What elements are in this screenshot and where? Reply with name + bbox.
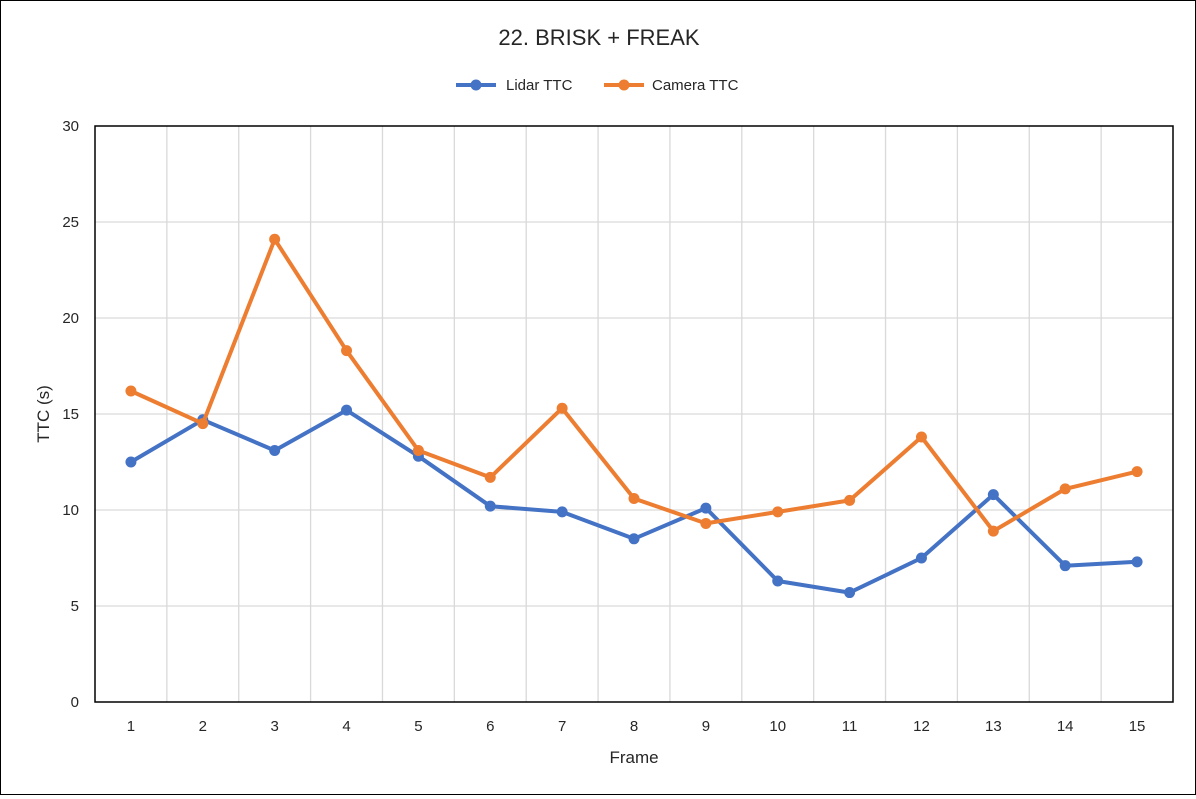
data-point bbox=[772, 506, 784, 518]
series-lidar-ttc bbox=[125, 404, 1143, 599]
x-tick-label: 9 bbox=[702, 718, 710, 735]
y-tick-label: 25 bbox=[62, 214, 79, 231]
x-tick-label: 7 bbox=[558, 718, 566, 735]
data-point bbox=[197, 418, 209, 430]
x-tick-label: 14 bbox=[1057, 718, 1074, 735]
data-point bbox=[269, 444, 281, 456]
legend-label: Lidar TTC bbox=[506, 77, 573, 94]
series-camera-ttc bbox=[125, 233, 1143, 537]
data-point bbox=[556, 402, 568, 414]
x-axis-ticks: 1 2 3 4 5 6 7 8 9 10 11 12 13 14 15 bbox=[127, 718, 1146, 735]
y-axis-ticks: 0 5 10 15 20 25 30 bbox=[62, 118, 79, 711]
x-tick-label: 13 bbox=[985, 718, 1002, 735]
y-tick-label: 10 bbox=[62, 502, 79, 519]
y-tick-label: 5 bbox=[71, 598, 79, 615]
legend-label: Camera TTC bbox=[652, 77, 739, 94]
y-axis-label: TTC (s) bbox=[34, 385, 53, 443]
x-tick-label: 12 bbox=[913, 718, 930, 735]
data-point bbox=[125, 456, 137, 468]
y-tick-label: 15 bbox=[62, 406, 79, 423]
data-point bbox=[484, 471, 496, 483]
x-tick-label: 2 bbox=[199, 718, 207, 735]
data-point bbox=[125, 385, 137, 397]
series-line bbox=[128, 237, 1140, 534]
x-tick-label: 6 bbox=[486, 718, 494, 735]
x-tick-label: 4 bbox=[342, 718, 350, 735]
data-point bbox=[628, 492, 640, 504]
data-point bbox=[412, 444, 424, 456]
x-tick-label: 15 bbox=[1129, 718, 1146, 735]
legend-marker bbox=[470, 79, 482, 91]
data-point bbox=[269, 233, 281, 245]
data-point bbox=[700, 502, 712, 514]
data-point bbox=[484, 500, 496, 512]
legend-item: Camera TTC bbox=[604, 77, 739, 94]
data-point bbox=[772, 575, 784, 587]
data-point bbox=[341, 345, 353, 357]
data-point bbox=[1131, 466, 1143, 478]
data-point bbox=[1059, 483, 1071, 495]
x-axis-label: Frame bbox=[609, 748, 658, 767]
x-tick-label: 3 bbox=[270, 718, 278, 735]
data-point bbox=[556, 506, 568, 518]
data-point bbox=[915, 431, 927, 443]
data-point bbox=[628, 533, 640, 545]
data-point bbox=[1131, 556, 1143, 568]
data-point bbox=[844, 587, 856, 599]
y-tick-label: 0 bbox=[71, 694, 79, 711]
x-tick-label: 11 bbox=[842, 718, 858, 735]
data-point bbox=[844, 494, 856, 506]
data-point bbox=[987, 489, 999, 501]
gridlines bbox=[95, 126, 1173, 702]
data-point bbox=[987, 525, 999, 537]
series-layer bbox=[125, 233, 1143, 599]
legend-item: Lidar TTC bbox=[456, 77, 573, 94]
x-tick-label: 1 bbox=[127, 718, 135, 735]
y-tick-label: 30 bbox=[62, 118, 79, 135]
data-point bbox=[700, 517, 712, 529]
data-point bbox=[1059, 560, 1071, 572]
legend: Lidar TTC Camera TTC bbox=[456, 77, 739, 94]
data-point bbox=[915, 552, 927, 564]
x-tick-label: 10 bbox=[769, 718, 786, 735]
plot-area bbox=[94, 125, 1174, 703]
chart-title: 22. BRISK + FREAK bbox=[498, 25, 699, 50]
x-tick-label: 5 bbox=[414, 718, 422, 735]
x-tick-label: 8 bbox=[630, 718, 638, 735]
legend-marker bbox=[618, 79, 630, 91]
y-tick-label: 20 bbox=[62, 310, 79, 327]
data-point bbox=[341, 404, 353, 416]
